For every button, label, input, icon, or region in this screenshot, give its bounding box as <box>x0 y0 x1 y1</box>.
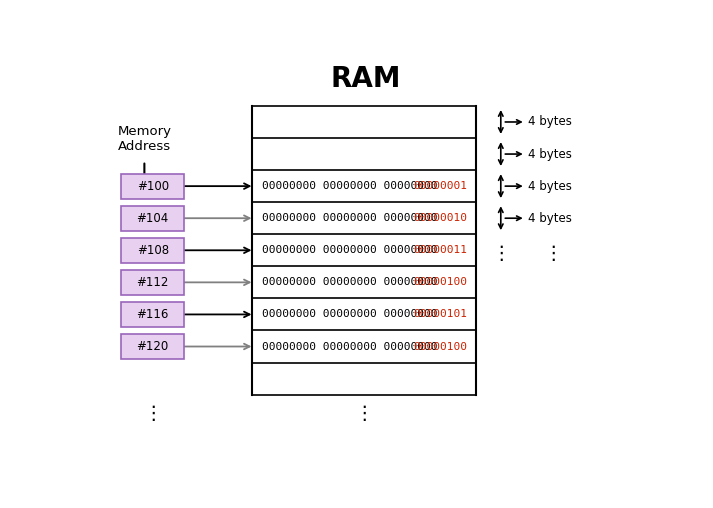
Text: Memory
Address: Memory Address <box>118 125 171 153</box>
Text: ⋮: ⋮ <box>354 404 374 423</box>
Text: 4 bytes: 4 bytes <box>528 115 573 129</box>
Text: 00000000 00000000 00000000: 00000000 00000000 00000000 <box>262 181 444 191</box>
Bar <box>252 298 476 331</box>
Text: 00000001: 00000001 <box>414 181 468 191</box>
Text: 4 bytes: 4 bytes <box>528 147 573 161</box>
Text: ⋮: ⋮ <box>143 404 163 423</box>
Text: #116: #116 <box>136 308 169 321</box>
Text: 00000000 00000000 00000000: 00000000 00000000 00000000 <box>262 341 444 352</box>
FancyBboxPatch shape <box>121 302 184 327</box>
Text: 00000100: 00000100 <box>414 277 468 288</box>
FancyBboxPatch shape <box>121 206 184 231</box>
Text: 00000101: 00000101 <box>414 309 468 320</box>
Bar <box>252 266 476 298</box>
Text: #120: #120 <box>137 340 169 353</box>
FancyBboxPatch shape <box>121 238 184 263</box>
Text: 00000011: 00000011 <box>414 245 468 256</box>
Text: 00000100: 00000100 <box>414 341 468 352</box>
Text: 00000000 00000000 00000000: 00000000 00000000 00000000 <box>262 309 444 320</box>
Bar <box>252 138 476 170</box>
Text: 4 bytes: 4 bytes <box>528 180 573 193</box>
FancyBboxPatch shape <box>121 334 184 359</box>
FancyBboxPatch shape <box>121 174 184 199</box>
Text: 00000000 00000000 00000000: 00000000 00000000 00000000 <box>262 245 444 256</box>
Text: #104: #104 <box>137 212 169 225</box>
Text: ⋮: ⋮ <box>543 244 563 263</box>
Text: 00000010: 00000010 <box>414 213 468 223</box>
Text: 00000000 00000000 00000000: 00000000 00000000 00000000 <box>262 213 444 223</box>
FancyBboxPatch shape <box>121 270 184 295</box>
Text: 00000000 00000000 00000000: 00000000 00000000 00000000 <box>262 277 444 288</box>
Text: #112: #112 <box>136 276 169 289</box>
Bar <box>252 234 476 266</box>
Text: RAM: RAM <box>330 65 401 92</box>
Text: 4 bytes: 4 bytes <box>528 212 573 225</box>
Bar <box>252 363 476 395</box>
Text: #108: #108 <box>137 244 169 257</box>
Text: ⋮: ⋮ <box>491 244 511 263</box>
Bar <box>252 202 476 234</box>
Bar <box>252 106 476 138</box>
Bar <box>252 170 476 202</box>
Bar <box>252 331 476 363</box>
Text: #100: #100 <box>137 180 169 193</box>
